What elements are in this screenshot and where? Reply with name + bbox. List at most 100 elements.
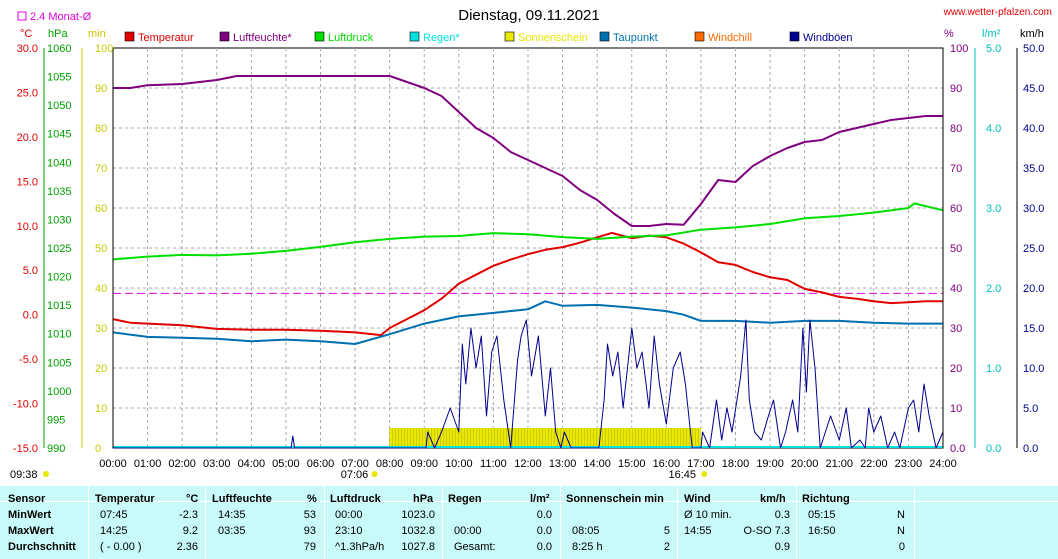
sunshine-bar	[683, 428, 701, 448]
humidity-tick-label: 100	[950, 43, 968, 55]
pressure-tick-label: 1025	[47, 243, 71, 255]
legend-label: Regen*	[423, 32, 460, 44]
table-cell: 93	[303, 525, 316, 537]
time-tick-label: 06:00	[307, 458, 335, 470]
table-separator	[560, 486, 561, 559]
rain-tick-label: 2.0	[986, 283, 1001, 295]
unit-wind: km/h	[1020, 28, 1044, 40]
table-cell: 0.0	[536, 509, 552, 521]
table-header: Regen	[448, 493, 482, 505]
pressure-tick-label: 1055	[47, 72, 71, 84]
table-cell: ^1.3hPa/h	[335, 541, 385, 553]
table-cell: O-SO 7.3	[743, 525, 790, 537]
wind-tick-label: 0.0	[1023, 443, 1038, 455]
sun-tick-label: 50	[95, 243, 107, 255]
sun-tick-label: 60	[95, 203, 107, 215]
sunrise-label: 07:06	[341, 469, 369, 481]
wind-tick-label: 20.0	[1023, 283, 1044, 295]
table-cell: 2.36	[176, 541, 198, 553]
table-header: l/m²	[530, 493, 550, 505]
temp-tick-label: 5.0	[23, 265, 38, 277]
pressure-tick-label: 1050	[47, 100, 71, 112]
time-tick-label: 02:00	[168, 458, 196, 470]
wind-tick-label: 25.0	[1023, 243, 1044, 255]
time-tick-label: 19:00	[756, 458, 784, 470]
sunshine-bar	[389, 428, 407, 448]
table-cell: 0	[898, 541, 905, 553]
axes	[43, 48, 1018, 448]
legend-swatch	[314, 31, 325, 42]
table-separator	[914, 486, 915, 559]
legend-label: Taupunkt	[613, 32, 658, 44]
sunshine-bar	[579, 428, 598, 448]
table-cell: 07:45	[100, 509, 128, 521]
series-luftfeuchte	[113, 75, 943, 227]
time-tick-label: 01:00	[134, 458, 162, 470]
table-cell: 5	[663, 525, 670, 537]
wind-tick-label: 15.0	[1023, 323, 1044, 335]
sun-tick-label: 30	[95, 323, 107, 335]
legend-label: Windchill	[708, 32, 752, 44]
pressure-tick-label: 1010	[47, 329, 71, 341]
wind-tick-label: 30.0	[1023, 203, 1044, 215]
table-header: km/h	[760, 493, 786, 505]
sunshine-bar	[649, 428, 667, 448]
temp-tick-label: 15.0	[17, 176, 38, 188]
time-tick-label: 00:00	[99, 458, 127, 470]
table-separator	[88, 486, 89, 559]
sun-tick-label: 100	[95, 43, 113, 55]
legend-swatch	[124, 31, 135, 42]
wind-tick-label: 5.0	[1023, 403, 1038, 415]
legend-swatch	[504, 31, 515, 42]
humidity-tick-label: 20	[950, 363, 962, 375]
unit-humidity: %	[944, 28, 954, 40]
temp-tick-label: 25.0	[17, 87, 38, 99]
table-header: Sensor	[8, 493, 46, 505]
series-temperatur	[112, 231, 943, 337]
pressure-tick-label: 1030	[47, 214, 71, 226]
table-cell: 14:55	[684, 525, 712, 537]
table-row-label: Durchschnitt	[8, 541, 76, 553]
time-tick-label: 07:00	[341, 458, 369, 470]
legend-label: Temperatur	[138, 32, 194, 44]
sun-tick-label: 0	[95, 443, 101, 455]
unit-sun: min	[88, 28, 106, 40]
pressure-tick-label: 1005	[47, 357, 71, 369]
humidity-tick-label: 40	[950, 283, 962, 295]
table-cell: 23:10	[335, 525, 363, 537]
legend-swatch	[789, 31, 800, 42]
table-header: Sonnenschein min	[566, 493, 664, 505]
legend-swatch	[599, 31, 610, 42]
sunshine-bar	[510, 428, 528, 448]
table-cell: 0.9	[774, 541, 790, 553]
table-cell: 14:25	[100, 525, 128, 537]
table-header: hPa	[413, 493, 434, 505]
series-luftdruck	[112, 202, 944, 261]
rain-tick-label: 3.0	[986, 203, 1001, 215]
unit-rain: l/m²	[982, 28, 1001, 40]
sunshine-bar	[631, 428, 650, 448]
legend-label: Windböen	[803, 32, 853, 44]
sun-tick-label: 40	[95, 283, 107, 295]
legend-swatch	[694, 31, 705, 42]
legend-swatch	[219, 31, 230, 42]
time-tick-label: 20:00	[791, 458, 819, 470]
wind-tick-label: 35.0	[1023, 163, 1044, 175]
series-lines	[112, 75, 944, 449]
sunshine-bar	[476, 428, 494, 448]
table-header: Wind	[684, 493, 711, 505]
pressure-tick-label: 1045	[47, 129, 71, 141]
table-cell: 2	[663, 541, 670, 553]
table-row-label: MinWert	[8, 509, 52, 521]
temp-tick-label: 30.0	[17, 43, 38, 55]
table-cell: 0.0	[536, 541, 552, 553]
time-tick-label: 24:00	[929, 458, 957, 470]
pressure-tick-label: 1060	[47, 43, 71, 55]
humidity-tick-label: 50	[950, 243, 962, 255]
time-tick-label: 03:00	[203, 458, 231, 470]
legend-swatch	[409, 31, 420, 42]
table-header-separator	[0, 501, 1058, 502]
table-cell: Ø 10 min.	[684, 509, 732, 521]
temp-tick-label: -15.0	[13, 443, 38, 455]
rain-tick-label: 0.0	[986, 443, 1001, 455]
